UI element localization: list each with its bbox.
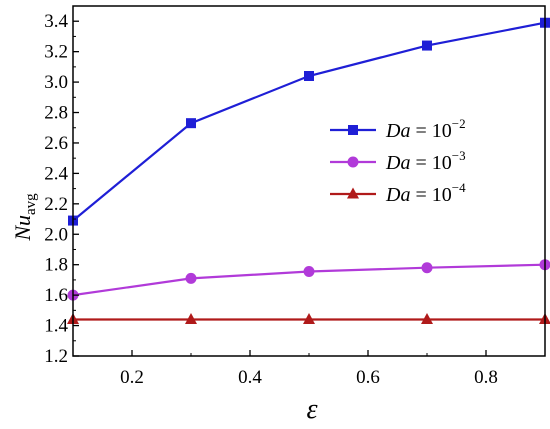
x-axis-title: ε bbox=[306, 394, 317, 425]
y-axis-title-main: Nu bbox=[10, 215, 35, 242]
x-tick-label: 0.8 bbox=[474, 367, 498, 388]
data-point bbox=[422, 40, 432, 51]
data-point bbox=[185, 272, 197, 284]
legend-entry-1: Da = 10−2 bbox=[330, 116, 466, 142]
series-2 bbox=[67, 259, 550, 301]
y-tick-label: 2.2 bbox=[44, 194, 68, 215]
y-tick-label: 3.4 bbox=[44, 11, 68, 32]
y-tick-label: 1.4 bbox=[44, 316, 68, 337]
data-point bbox=[185, 312, 197, 324]
legend-label: Da = 10−4 bbox=[385, 180, 466, 206]
axes: 1.2 1.4 1.6 1.8 2.0 2.2 2.4 2.6 2.8 3.0 3.2 3.4 0.2 0… bbox=[44, 5, 546, 388]
y-tick-label: 2.0 bbox=[44, 224, 68, 245]
x-tick-label: 0.6 bbox=[356, 367, 380, 388]
y-tick-label: 1.6 bbox=[44, 285, 68, 306]
data-point bbox=[186, 118, 196, 129]
data-point bbox=[421, 312, 433, 324]
legend-entry-3: Da = 10−4 bbox=[330, 180, 466, 206]
y-tick-label: 3.0 bbox=[44, 72, 68, 93]
legend: Da = 10−2 Da = 10−3 Da = 10−4 bbox=[330, 116, 466, 206]
y-tick-label: 3.2 bbox=[44, 42, 68, 63]
y-tick-label: 2.4 bbox=[44, 163, 68, 184]
plot-area bbox=[67, 17, 550, 324]
svg-text:Nuavg: Nuavg bbox=[10, 193, 39, 242]
x-tick-label: 0.2 bbox=[120, 367, 144, 388]
y-tick-label: 1.8 bbox=[44, 255, 68, 276]
series-3 bbox=[67, 312, 550, 324]
legend-marker bbox=[348, 125, 358, 135]
legend-entry-2: Da = 10−3 bbox=[330, 148, 466, 174]
y-axis-title-subscript: avg bbox=[23, 193, 39, 215]
y-tick-label: 2.6 bbox=[44, 133, 68, 154]
series-line bbox=[72, 21, 546, 222]
legend-marker bbox=[347, 156, 359, 168]
legend-label: Da = 10−2 bbox=[385, 116, 466, 142]
y-tick-label: 1.2 bbox=[44, 346, 68, 367]
y-axis-title: Nuavg bbox=[10, 193, 39, 242]
legend-marker bbox=[347, 187, 359, 199]
axes-frame bbox=[72, 5, 546, 357]
x-tick-label: 0.4 bbox=[238, 367, 262, 388]
series-1 bbox=[68, 17, 550, 226]
data-point bbox=[303, 266, 315, 278]
data-point bbox=[421, 262, 433, 274]
data-point bbox=[303, 312, 315, 324]
data-point bbox=[304, 71, 314, 81]
y-tick-label: 2.8 bbox=[44, 103, 68, 124]
legend-label: Da = 10−3 bbox=[385, 148, 466, 174]
